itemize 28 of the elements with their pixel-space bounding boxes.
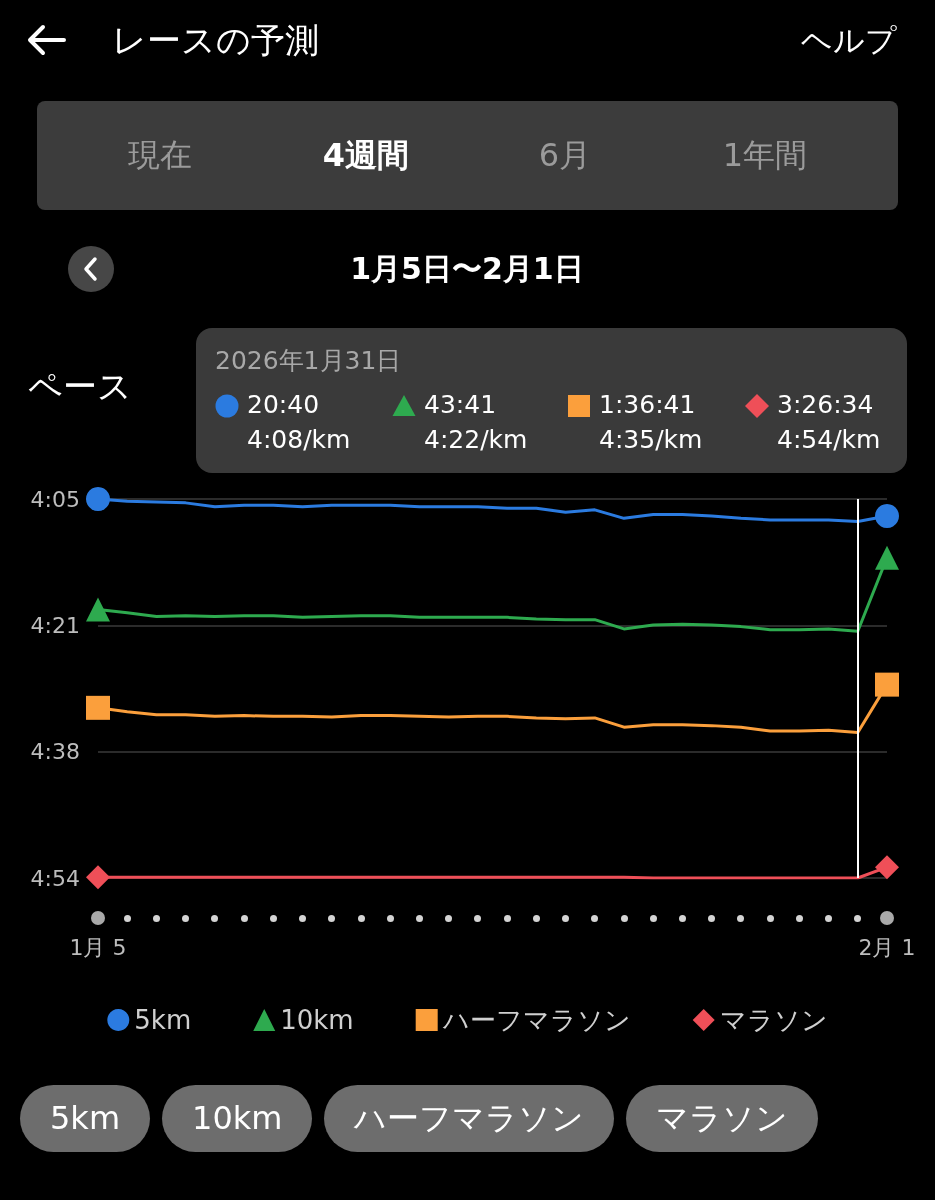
- point: [875, 545, 899, 570]
- race-button: マラソン: [626, 1085, 819, 1152]
- y-axis-title: ペース: [28, 365, 132, 408]
- x-tick-label: 2月 1: [858, 934, 916, 960]
- point: [86, 695, 110, 720]
- legend-label: 5km: [134, 1005, 192, 1035]
- point: [875, 672, 899, 697]
- legend-label: 10km: [280, 1005, 354, 1035]
- legend-label: マラソン: [719, 1005, 828, 1035]
- period-tabs: 現在 4週間 6月 1年間: [37, 101, 898, 210]
- race-button: 5km: [20, 1085, 151, 1152]
- y-tick-label: 4:38: [30, 739, 80, 765]
- text: ヘルプ: [801, 21, 897, 60]
- point: [86, 865, 110, 890]
- point: [86, 487, 110, 511]
- tooltip-card: 2026年1月31日 20:40 4:08/km 43:41 4:22/km 1:36:41 4:35/km 3:26:34 4:54/km: [196, 328, 907, 473]
- point: [875, 855, 899, 880]
- legend-label: ハーフマラソン: [441, 1005, 631, 1035]
- y-tick-label: 4:05: [30, 486, 80, 512]
- x-tick-label: 1月 5: [69, 934, 127, 960]
- race-button: ハーフマラソン: [324, 1085, 615, 1152]
- point: [875, 504, 899, 529]
- race-button: 10km: [162, 1085, 313, 1152]
- chart-subtitle: 1月5日〜2月1日: [349, 250, 585, 288]
- point: [86, 597, 110, 622]
- y-tick-label: 4:21: [30, 612, 80, 638]
- y-tick-label: 4:54: [30, 865, 80, 891]
- chart-title: レースの予測: [112, 19, 319, 62]
